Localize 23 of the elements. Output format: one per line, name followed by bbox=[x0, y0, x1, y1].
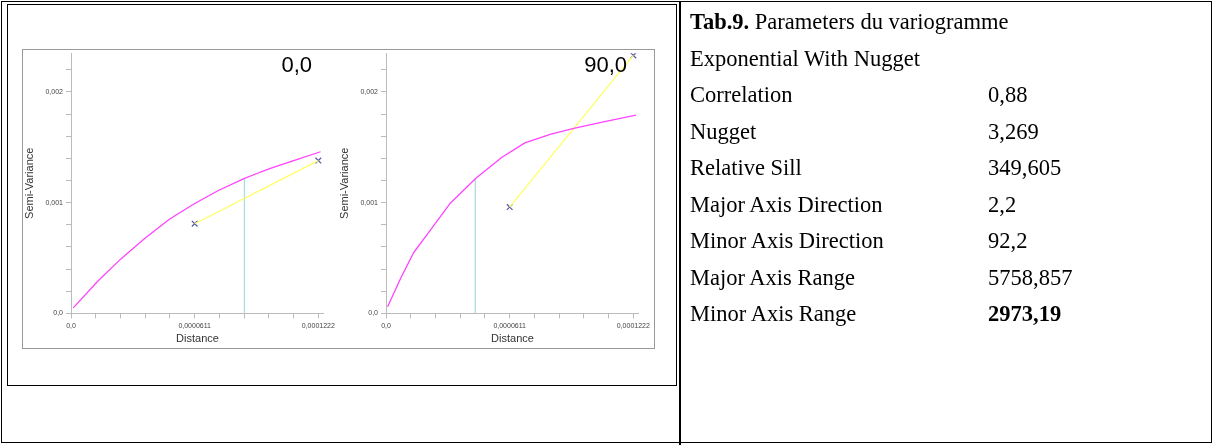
y-axis-title: Semi-Variance bbox=[337, 147, 350, 219]
category-label: Minor Axis Direction bbox=[690, 227, 885, 255]
text: 3,269 bbox=[988, 118, 1039, 144]
category-label: Major Axis Range bbox=[690, 263, 856, 292]
text: 5758,857 bbox=[988, 264, 1073, 290]
text: 92,2 bbox=[988, 228, 1028, 253]
text: Tab.9. bbox=[690, 9, 750, 34]
text: 349,605 bbox=[988, 155, 1062, 180]
category-label: Correlation bbox=[690, 81, 794, 109]
category-label: Major Axis Direction bbox=[690, 190, 884, 219]
category-label: Nugget bbox=[690, 117, 758, 146]
y-axis-title: Semi-Variance bbox=[22, 147, 35, 219]
category-label: Relative Sill bbox=[690, 154, 803, 182]
chart-title: 90,0 bbox=[584, 52, 627, 78]
text: 2973,19 bbox=[988, 301, 1062, 326]
x-axis-title: Distance bbox=[491, 332, 534, 345]
text: 2,2 bbox=[988, 191, 1017, 217]
text: 0,88 bbox=[988, 82, 1028, 107]
chart-title: 0,0 bbox=[281, 52, 312, 78]
x-axis-title: Distance bbox=[176, 332, 219, 345]
text: Exponential With Nugget bbox=[690, 44, 921, 73]
category-label: Minor Axis Range bbox=[690, 300, 858, 328]
text: Parameters du variogramme bbox=[754, 9, 1009, 34]
